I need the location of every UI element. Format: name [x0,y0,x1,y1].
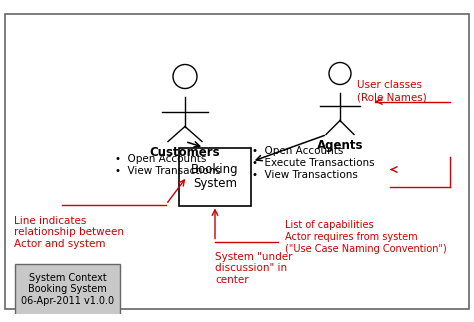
Text: System Context
Booking System
06-Apr-2011 v1.0.0: System Context Booking System 06-Apr-201… [21,273,114,306]
Bar [179,147,251,205]
Bar [15,263,120,316]
Text: Booking
System: Booking System [191,163,239,191]
Text: System "under
discussion" in
center: System "under discussion" in center [215,251,292,285]
Text: Agents: Agents [317,138,363,151]
Text: List of capabilities
Actor requires from system
("Use Case Naming Convention"): List of capabilities Actor requires from… [285,221,447,254]
Text: Line indicates
relationship between
Actor and system: Line indicates relationship between Acto… [14,215,124,249]
Text: •  Open Accounts
•  View Transactions: • Open Accounts • View Transactions [115,155,221,176]
Text: •  Open Accounts
•  Execute Transactions
•  View Transactions: • Open Accounts • Execute Transactions •… [252,147,374,180]
Text: Customers: Customers [150,146,220,158]
Text: User classes
(Role Names): User classes (Role Names) [357,80,427,102]
Circle shape [173,64,197,89]
Circle shape [329,62,351,84]
